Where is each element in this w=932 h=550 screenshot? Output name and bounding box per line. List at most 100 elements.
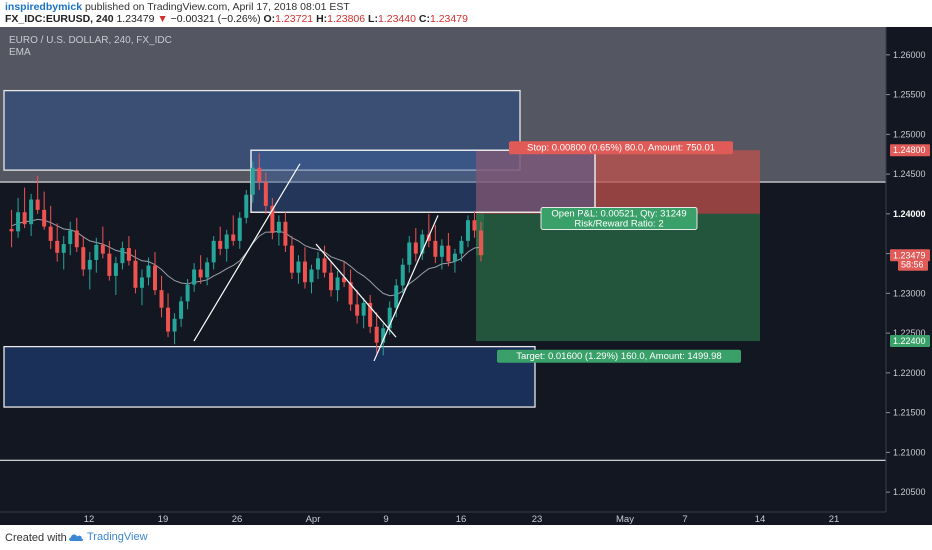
- candle-body: [198, 269, 203, 278]
- tradingview-cloud-icon: [69, 534, 84, 542]
- footer: Created with TradingView: [0, 526, 932, 550]
- candle-body: [446, 245, 451, 262]
- candle-body: [9, 228, 14, 232]
- candle-body: [16, 212, 21, 232]
- candle-body: [413, 242, 418, 254]
- pnl-info-box: [540, 206, 698, 230]
- candle-body: [316, 258, 320, 270]
- candle-body: [348, 282, 353, 305]
- candle-body: [302, 261, 307, 283]
- candle-body: [407, 242, 412, 265]
- chart-canvas[interactable]: 1.260001.255001.250001.245001.240001.235…: [0, 27, 932, 525]
- candle-body: [61, 244, 66, 253]
- candle-body: [192, 269, 197, 285]
- close-value: 1.23479: [429, 13, 468, 25]
- y-tick-label: 1.25500: [893, 90, 926, 100]
- candle-body: [459, 240, 464, 254]
- price-label-text: 1.24000: [893, 209, 926, 219]
- candle-body: [139, 277, 144, 288]
- candle-body: [224, 234, 229, 249]
- brand-name: TradingView: [87, 531, 148, 543]
- price-label-bg: [898, 258, 928, 271]
- tradingview-logo[interactable]: TradingView: [68, 531, 148, 543]
- supply-zone-inner: [250, 149, 596, 213]
- demand-zone: [3, 345, 536, 408]
- open-value: 1.23721: [275, 13, 314, 25]
- down-arrow-icon: ▼: [157, 13, 168, 25]
- candle-body: [126, 248, 131, 261]
- candle-body: [172, 318, 177, 332]
- trendline-down: [315, 243, 397, 338]
- x-tick-label: 21: [829, 514, 840, 525]
- candle-body: [452, 253, 457, 262]
- y-tick-label: 1.26000: [893, 50, 926, 60]
- x-tick-label: May: [616, 514, 634, 525]
- candle-body: [42, 209, 47, 227]
- candle-body: [113, 263, 118, 276]
- price-change: −0.00321 (−0.26%): [170, 13, 261, 25]
- chart-area[interactable]: 1.260001.255001.250001.245001.240001.235…: [0, 27, 932, 525]
- stop-info-box: [509, 141, 733, 155]
- x-tick-label: 14: [755, 514, 766, 525]
- trendline-up-2: [373, 215, 439, 362]
- close-label: C:: [418, 13, 430, 25]
- legend-indicator[interactable]: EMA: [9, 47, 31, 58]
- price-label-bg: [890, 249, 930, 262]
- open-label: O:: [263, 13, 276, 25]
- x-tick-label: 16: [456, 514, 467, 525]
- x-tick-label: 12: [84, 514, 95, 525]
- y-tick-label: 1.25000: [893, 129, 926, 139]
- low-label: L:: [368, 13, 378, 25]
- price-label-text: 1.22400: [893, 336, 926, 346]
- candle-body: [322, 258, 327, 273]
- candle-body: [387, 307, 392, 329]
- y-tick-label: 1.21500: [893, 408, 926, 418]
- y-tick-label: 1.22500: [893, 328, 926, 338]
- pnl-info-text: Risk/Reward Ratio: 2: [574, 218, 663, 229]
- y-tick-label: 1.23000: [893, 288, 926, 298]
- candle-body: [120, 248, 125, 264]
- target-zone: [476, 213, 760, 342]
- candle-body: [368, 302, 373, 327]
- candle-body: [263, 182, 268, 206]
- price-label-bg: [890, 144, 930, 157]
- candle-body: [74, 230, 79, 248]
- candle-body: [244, 194, 249, 218]
- candle-body: [218, 240, 223, 249]
- candle-body: [94, 244, 99, 260]
- candle-body: [276, 221, 281, 233]
- y-tick-label: 1.22000: [893, 368, 926, 378]
- legend-title: EURO / U.S. DOLLAR, 240, FX_IDC: [9, 35, 172, 46]
- stop-info-text: Stop: 0.00800 (0.65%) 80.0, Amount: 750.…: [527, 142, 715, 153]
- candle-body: [296, 261, 301, 273]
- candle-body: [146, 265, 151, 278]
- trendline-up-1: [193, 163, 301, 342]
- target-info-text: Target: 0.01600 (1.29%) 160.0, Amount: 1…: [516, 351, 721, 362]
- candle-body: [433, 240, 438, 257]
- candle-body: [335, 277, 340, 291]
- author-link[interactable]: inspiredbymick: [5, 1, 83, 13]
- candle-body: [237, 217, 242, 241]
- created-with-text: Created with: [5, 532, 67, 544]
- candle-body: [107, 253, 112, 276]
- supply-zone-wide: [3, 89, 521, 171]
- candle-body: [166, 307, 171, 332]
- chart-legend: EURO / U.S. DOLLAR, 240, FX_IDC EMA: [9, 35, 172, 59]
- candle-body: [22, 212, 27, 225]
- target-info-box: [497, 349, 741, 363]
- candle-body: [205, 262, 210, 278]
- candle-body: [472, 220, 477, 231]
- stop-zone: [476, 150, 760, 214]
- last-price: 1.23479: [116, 13, 155, 25]
- publication-line: inspiredbymick published on TradingView.…: [5, 1, 350, 13]
- price-label-text: 1.24800: [893, 145, 926, 155]
- candle-body: [289, 245, 294, 273]
- candle-body: [355, 304, 360, 316]
- candle-body: [439, 245, 444, 257]
- candle-body: [361, 302, 366, 316]
- candle-body: [479, 230, 483, 256]
- y-tick-label: 1.20500: [893, 487, 926, 497]
- candle-body: [48, 226, 53, 241]
- candle-body: [179, 301, 184, 319]
- candle-body: [381, 328, 386, 343]
